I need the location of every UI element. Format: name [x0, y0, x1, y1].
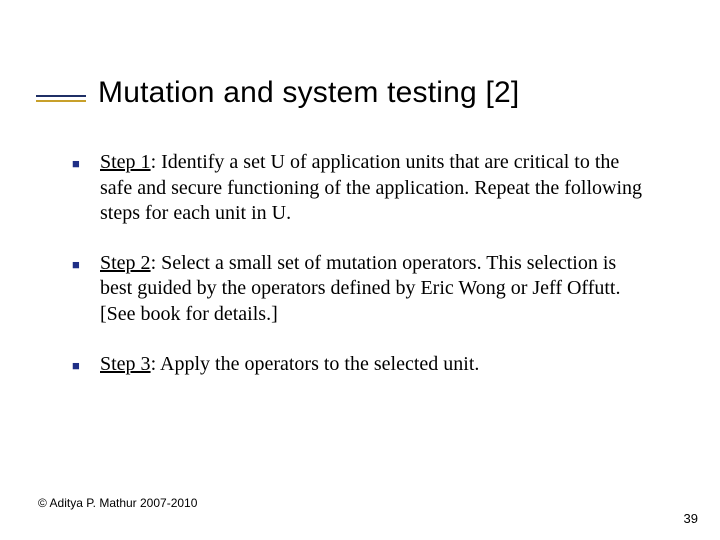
bullet-text: Step 1: Identify a set U of application …: [100, 150, 652, 227]
step-body: : Identify a set U of application units …: [100, 151, 642, 224]
title-rule-top: [36, 95, 86, 97]
body-region: ■ Step 1: Identify a set U of applicatio…: [72, 150, 652, 403]
bullet-text: Step 3: Apply the operators to the selec…: [100, 352, 652, 378]
slide: Mutation and system testing [2] ■ Step 1…: [0, 0, 720, 540]
bullet-icon: ■: [72, 251, 100, 278]
step-label: Step 3: [100, 353, 151, 375]
slide-title: Mutation and system testing [2]: [98, 76, 519, 110]
bullet-icon: ■: [72, 352, 100, 379]
step-body: : Select a small set of mutation operato…: [100, 252, 621, 325]
bullet-icon: ■: [72, 150, 100, 177]
step-label: Step 1: [100, 151, 151, 173]
step-label: Step 2: [100, 252, 151, 274]
step-body: : Apply the operators to the selected un…: [151, 353, 480, 375]
title-rule-bottom: [36, 100, 86, 102]
list-item: ■ Step 3: Apply the operators to the sel…: [72, 352, 652, 379]
bullet-text: Step 2: Select a small set of mutation o…: [100, 251, 652, 328]
footer-copyright: © Aditya P. Mathur 2007-2010: [38, 496, 197, 510]
list-item: ■ Step 2: Select a small set of mutation…: [72, 251, 652, 328]
page-number: 39: [684, 511, 698, 526]
list-item: ■ Step 1: Identify a set U of applicatio…: [72, 150, 652, 227]
